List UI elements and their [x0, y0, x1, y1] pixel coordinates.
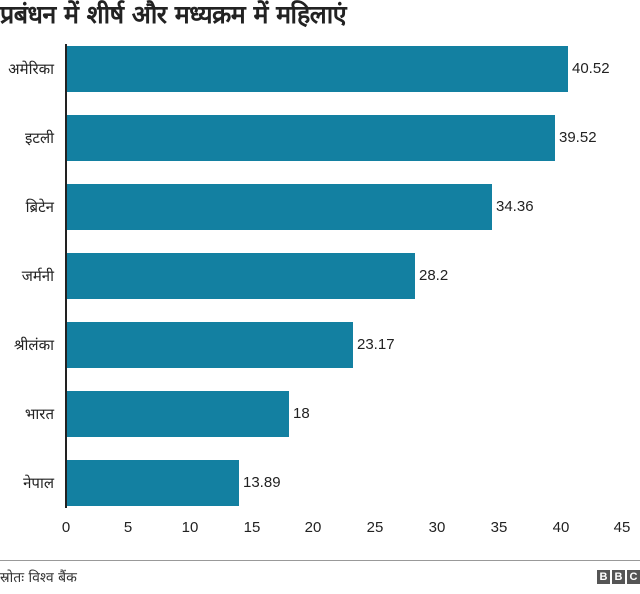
- bar: [67, 184, 492, 230]
- x-tick-label: 15: [243, 519, 261, 536]
- bbc-logo-letter: B: [597, 570, 610, 584]
- footer-divider: [0, 560, 640, 561]
- x-tick-label: 0: [61, 519, 71, 536]
- x-tick-label: 40: [552, 519, 570, 536]
- value-label: 18: [293, 405, 310, 422]
- bar: [67, 253, 415, 299]
- x-tick-label: 5: [123, 519, 133, 536]
- bar: [67, 391, 289, 437]
- x-tick-label: 45: [613, 519, 631, 536]
- bar: [67, 46, 568, 92]
- category-label: भारत: [24, 405, 54, 423]
- x-tick-label: 25: [366, 519, 384, 536]
- x-tick-label: 30: [428, 519, 446, 536]
- bar: [67, 460, 239, 506]
- value-label: 23.17: [357, 336, 395, 353]
- bbc-logo-letter: C: [627, 570, 640, 584]
- bar-chart: अमेरिका इटली ब्रिटेन जर्मनी श्रीलंका भार…: [8, 44, 631, 536]
- source-note: स्रोतः विश्व बैंक: [0, 570, 77, 586]
- category-label: नेपाल: [23, 474, 54, 492]
- category-label: ब्रिटेन: [25, 198, 54, 216]
- bar: [67, 322, 353, 368]
- x-tick-label: 10: [181, 519, 199, 536]
- category-label: इटली: [25, 129, 54, 147]
- value-label: 40.52: [572, 60, 610, 77]
- category-label: श्रीलंका: [13, 336, 54, 354]
- x-tick-label: 35: [490, 519, 508, 536]
- category-label: जर्मनी: [21, 267, 54, 285]
- y-axis-line: [65, 44, 67, 508]
- chart-title: प्रबंधन में शीर्ष और मध्यक्रम में महिलाए…: [0, 0, 347, 29]
- bbc-logo-letter: B: [612, 570, 625, 584]
- value-label: 39.52: [559, 129, 597, 146]
- x-tick-label: 20: [304, 519, 322, 536]
- value-label: 28.2: [419, 267, 449, 284]
- bbc-logo: B B C: [597, 570, 640, 584]
- bar: [67, 115, 555, 161]
- value-label: 13.89: [243, 474, 281, 491]
- category-label: अमेरिका: [8, 60, 54, 78]
- value-label: 34.36: [496, 198, 534, 215]
